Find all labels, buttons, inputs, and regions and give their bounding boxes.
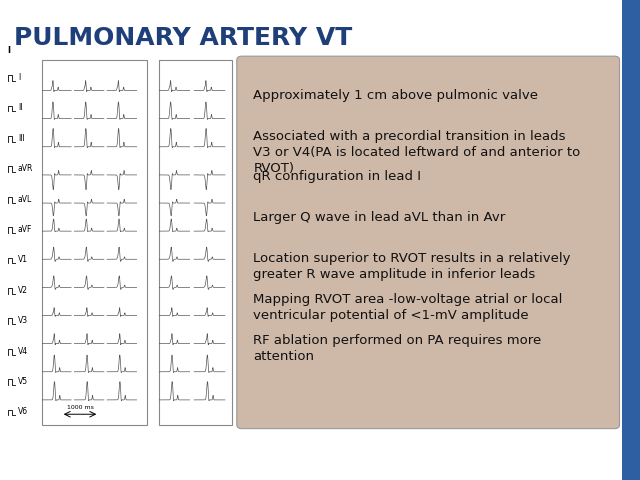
Text: aVF: aVF: [18, 225, 32, 234]
Text: qR configuration in lead I: qR configuration in lead I: [253, 170, 422, 183]
Text: II: II: [18, 104, 22, 112]
Text: aVR: aVR: [18, 164, 33, 173]
Text: Location superior to RVOT results in a relatively
greater R wave amplitude in in: Location superior to RVOT results in a r…: [253, 252, 571, 281]
Text: Mapping RVOT area -low-voltage atrial or local
ventricular potential of <1-mV am: Mapping RVOT area -low-voltage atrial or…: [253, 293, 563, 322]
Text: V5: V5: [18, 377, 28, 386]
Text: Larger Q wave in lead aVL than in Avr: Larger Q wave in lead aVL than in Avr: [253, 211, 506, 224]
Text: V4: V4: [18, 347, 28, 356]
Bar: [42, 60, 147, 425]
Text: V3: V3: [18, 316, 28, 325]
Text: Associated with a precordial transition in leads
V3 or V4(PA is located leftward: Associated with a precordial transition …: [253, 130, 580, 175]
Text: RF ablation performed on PA requires more
attention: RF ablation performed on PA requires mor…: [253, 334, 541, 362]
Text: V6: V6: [18, 408, 28, 417]
Text: I: I: [18, 73, 20, 82]
Text: PULMONARY ARTERY VT: PULMONARY ARTERY VT: [14, 26, 353, 50]
Text: Approximately 1 cm above pulmonic valve: Approximately 1 cm above pulmonic valve: [253, 89, 538, 102]
FancyBboxPatch shape: [237, 56, 620, 429]
Text: I: I: [8, 46, 11, 55]
Text: V2: V2: [18, 286, 28, 295]
Text: V1: V1: [18, 255, 28, 264]
Text: aVL: aVL: [18, 195, 32, 204]
Text: 1000 ms: 1000 ms: [67, 406, 93, 410]
Bar: [159, 60, 232, 425]
Text: III: III: [18, 134, 25, 143]
Bar: [622, 0, 640, 480]
